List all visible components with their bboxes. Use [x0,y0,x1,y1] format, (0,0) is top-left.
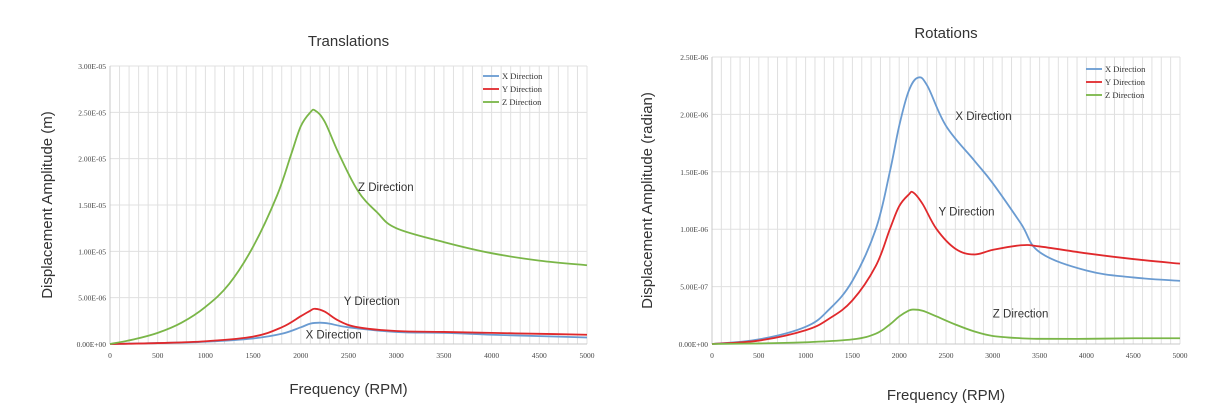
x-tick-label: 5000 [580,351,595,360]
x-tick-label: 5000 [1173,351,1188,360]
translations-chart: Translations 0 500 1000 1500 2000 2500 3000 3500… [0,0,600,420]
x-tick-label: 2000 [892,351,907,360]
x-tick-label: 4000 [1079,351,1094,360]
rotations-legend: X Direction Y Direction Z Direction [1086,64,1146,100]
x-tick-label: 1000 [198,351,213,360]
x-tick-label: 3000 [389,351,404,360]
y-tick-label: 5.00E-07 [680,283,708,292]
x-tick-label: 500 [152,351,164,360]
rotations-chart-svg: Rotations 0 500 1000 1500 2000 2500 3000 3500 400… [612,0,1223,420]
annotation-y-direction: Y Direction [344,296,400,308]
x-tick-label: 3500 [1032,351,1047,360]
translations-chart-title: Translations [308,33,389,50]
x-tick-label: 2000 [293,351,308,360]
y-tick-label: 0.00E+00 [77,340,107,349]
translations-chart-svg: Translations 0 500 1000 1500 2000 2500 3000 3500… [0,0,600,420]
legend-label-z-direction: Z Direction [1105,90,1145,100]
annotation-z-direction: Z Direction [358,182,414,194]
legend-label-z-direction: Z Direction [502,97,542,107]
rotations-chart-title: Rotations [914,25,977,42]
rotations-grid [712,57,1180,344]
x-tick-label: 4000 [484,351,499,360]
y-tick-label: 1.50E-05 [78,201,106,210]
x-tick-label: 4500 [532,351,547,360]
x-tick-label: 500 [753,351,765,360]
x-tick-label: 2500 [939,351,954,360]
x-tick-label: 1000 [798,351,813,360]
x-tick-label: 2500 [341,351,356,360]
x-tick-label: 4500 [1126,351,1141,360]
y-tick-label: 2.50E-05 [78,108,106,117]
y-tick-label: 1.00E-05 [78,247,106,256]
annotation-y-direction: Y Direction [939,206,995,218]
annotation-x-direction: X Direction [955,111,1011,123]
y-tick-label: 1.50E-06 [680,168,708,177]
y-tick-label: 0.00E+00 [679,340,709,349]
legend-label-y-direction: Y Direction [502,84,543,94]
rotations-y-axis-label: Displacement Amplitude (radian) [639,92,656,309]
x-tick-label: 0 [710,351,714,360]
y-tick-label: 1.00E-06 [680,225,708,234]
translations-x-axis-label: Frequency (RPM) [289,381,407,398]
x-tick-label: 3500 [436,351,451,360]
legend-label-y-direction: Y Direction [1105,77,1146,87]
y-tick-label: 3.00E-05 [78,62,106,71]
legend-label-x-direction: X Direction [502,71,543,81]
legend-label-x-direction: X Direction [1105,64,1146,74]
y-tick-label: 2.00E-05 [78,155,106,164]
y-tick-label: 2.00E-06 [680,110,708,119]
y-tick-label: 5.00E-06 [78,294,106,303]
rotations-x-axis-label: Frequency (RPM) [887,387,1005,404]
translations-legend: X Direction Y Direction Z Direction [483,71,543,107]
x-tick-label: 0 [108,351,112,360]
annotation-x-direction: X Direction [306,329,362,341]
rotations-chart: Rotations 0 500 1000 1500 2000 2500 3000 3500 400… [612,0,1223,420]
x-tick-label: 1500 [246,351,261,360]
annotation-z-direction: Z Direction [993,309,1049,321]
y-tick-label: 2.50E-06 [680,53,708,62]
x-tick-label: 1500 [845,351,860,360]
translations-y-axis-label: Displacement Amplitude (m) [39,111,56,299]
x-tick-label: 3000 [985,351,1000,360]
